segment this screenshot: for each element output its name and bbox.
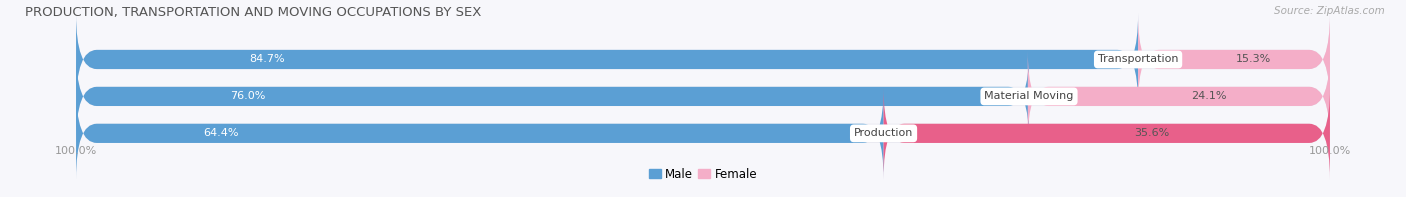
FancyBboxPatch shape — [76, 87, 1330, 179]
Text: 35.6%: 35.6% — [1133, 128, 1168, 138]
Text: 64.4%: 64.4% — [204, 128, 239, 138]
FancyBboxPatch shape — [883, 87, 1330, 179]
FancyBboxPatch shape — [76, 51, 1330, 142]
FancyBboxPatch shape — [76, 51, 1029, 142]
Text: Production: Production — [853, 128, 914, 138]
FancyBboxPatch shape — [76, 14, 1137, 105]
FancyBboxPatch shape — [1028, 51, 1330, 142]
Text: 100.0%: 100.0% — [55, 146, 97, 156]
Text: 76.0%: 76.0% — [231, 91, 266, 101]
Text: 100.0%: 100.0% — [1309, 146, 1351, 156]
Text: PRODUCTION, TRANSPORTATION AND MOVING OCCUPATIONS BY SEX: PRODUCTION, TRANSPORTATION AND MOVING OC… — [25, 6, 482, 19]
Text: Transportation: Transportation — [1098, 54, 1178, 64]
FancyBboxPatch shape — [76, 14, 1330, 105]
Text: 84.7%: 84.7% — [249, 54, 285, 64]
Text: Material Moving: Material Moving — [984, 91, 1074, 101]
FancyBboxPatch shape — [76, 87, 883, 179]
Legend: Male, Female: Male, Female — [644, 163, 762, 186]
Text: 24.1%: 24.1% — [1191, 91, 1227, 101]
Text: 15.3%: 15.3% — [1236, 54, 1271, 64]
Text: Source: ZipAtlas.com: Source: ZipAtlas.com — [1274, 6, 1385, 16]
FancyBboxPatch shape — [1137, 14, 1330, 105]
